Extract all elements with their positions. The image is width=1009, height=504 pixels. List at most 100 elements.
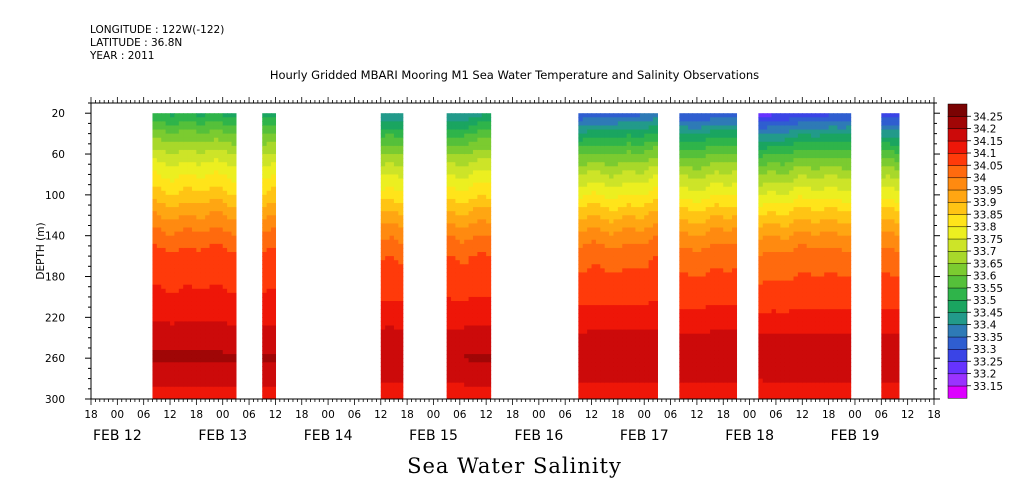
heatmap-cell: [389, 296, 395, 302]
heatmap-cell: [380, 190, 386, 196]
heatmap-cell: [604, 305, 610, 310]
heatmap-cell: [472, 276, 478, 282]
heatmap-cell: [639, 207, 645, 212]
heatmap-cell: [227, 198, 233, 204]
heatmap-cell: [718, 194, 724, 200]
heatmap-cell: [152, 276, 158, 282]
heatmap-cell: [191, 354, 197, 359]
heatmap-cell: [613, 354, 619, 359]
heatmap-cell: [758, 378, 764, 384]
heatmap-cell: [644, 268, 650, 274]
heatmap-cell: [468, 117, 474, 122]
heatmap-cell: [732, 268, 738, 274]
heatmap-cell: [758, 121, 764, 127]
heatmap-cell: [622, 198, 628, 204]
heatmap-cell: [617, 366, 623, 372]
heatmap-cell: [446, 313, 452, 318]
heatmap-cell: [481, 219, 487, 225]
heatmap-cell: [617, 223, 623, 229]
heatmap-cell: [626, 276, 632, 282]
heatmap-cell: [271, 337, 277, 343]
heatmap-cell: [222, 203, 228, 208]
heatmap-cell: [762, 239, 768, 245]
heatmap-cell: [767, 333, 773, 339]
heatmap-cell: [714, 113, 720, 118]
heatmap-cell: [266, 296, 272, 302]
heatmap-cell: [266, 178, 272, 184]
heatmap-cell: [626, 358, 632, 363]
heatmap-cell: [609, 362, 615, 367]
heatmap-cell: [639, 174, 645, 180]
heatmap-cell: [165, 386, 171, 392]
heatmap-cell: [626, 186, 632, 192]
heatmap-cell: [648, 243, 654, 249]
heatmap-cell: [446, 276, 452, 282]
heatmap-cell: [710, 382, 716, 388]
heatmap-cell: [165, 317, 171, 323]
heatmap-cell: [692, 329, 698, 335]
heatmap-cell: [710, 345, 716, 351]
heatmap-cell: [196, 280, 202, 286]
heatmap-cell: [196, 370, 202, 376]
heatmap-cell: [595, 133, 601, 139]
heatmap-cell: [191, 154, 197, 159]
heatmap-cell: [227, 227, 233, 233]
heatmap-cell: [161, 341, 167, 347]
heatmap-cell: [648, 390, 654, 396]
heatmap-cell: [231, 231, 237, 237]
heatmap-cell: [635, 305, 641, 310]
heatmap-cell: [156, 194, 162, 200]
heatmap-cell: [385, 227, 391, 233]
heatmap-cell: [617, 358, 623, 363]
heatmap-cell: [604, 386, 610, 392]
heatmap-cell: [380, 125, 386, 131]
heatmap-cell: [644, 288, 650, 294]
heatmap-cell: [183, 386, 189, 392]
heatmap-cell: [767, 321, 773, 327]
heatmap-cell: [468, 252, 474, 257]
heatmap-cell: [631, 211, 637, 216]
heatmap-cell: [481, 313, 487, 318]
heatmap-cell: [644, 133, 650, 139]
heatmap-cell: [604, 239, 610, 245]
heatmap-cell: [451, 272, 457, 278]
heatmap-cell: [591, 227, 597, 233]
heatmap-cell: [227, 345, 233, 351]
heatmap-cell: [174, 350, 180, 355]
heatmap-cell: [393, 350, 399, 355]
heatmap-cell: [187, 382, 193, 388]
heatmap-cell: [174, 158, 180, 163]
heatmap-cell: [582, 354, 588, 359]
heatmap-cell: [209, 166, 215, 171]
heatmap-cell: [762, 390, 768, 396]
heatmap-cell: [688, 296, 694, 302]
heatmap-cell: [710, 211, 716, 216]
heatmap-cell: [455, 280, 461, 286]
heatmap-cell: [688, 239, 694, 245]
heatmap-cell: [218, 145, 224, 151]
heatmap-cell: [209, 203, 215, 208]
heatmap-cell: [477, 133, 483, 139]
heatmap-cell: [587, 243, 593, 249]
heatmap-cell: [156, 268, 162, 274]
heatmap-cell: [688, 137, 694, 143]
heatmap-cell: [389, 113, 395, 118]
heatmap-cell: [385, 207, 391, 212]
heatmap-cell: [271, 125, 277, 131]
heatmap-cell: [183, 121, 189, 127]
heatmap-cell: [152, 207, 158, 212]
heatmap-cell: [701, 129, 707, 135]
heatmap-cell: [165, 227, 171, 233]
heatmap-cell: [718, 186, 724, 192]
heatmap-cell: [710, 341, 716, 347]
heatmap-cell: [455, 174, 461, 180]
heatmap-cell: [227, 137, 233, 143]
heatmap-cell: [692, 321, 698, 327]
heatmap-cell: [385, 264, 391, 269]
heatmap-cell: [451, 247, 457, 253]
heatmap-cell: [767, 378, 773, 384]
heatmap-cell: [187, 305, 193, 310]
heatmap-cell: [613, 292, 619, 298]
heatmap-cell: [626, 325, 632, 331]
heatmap-cell: [481, 137, 487, 143]
